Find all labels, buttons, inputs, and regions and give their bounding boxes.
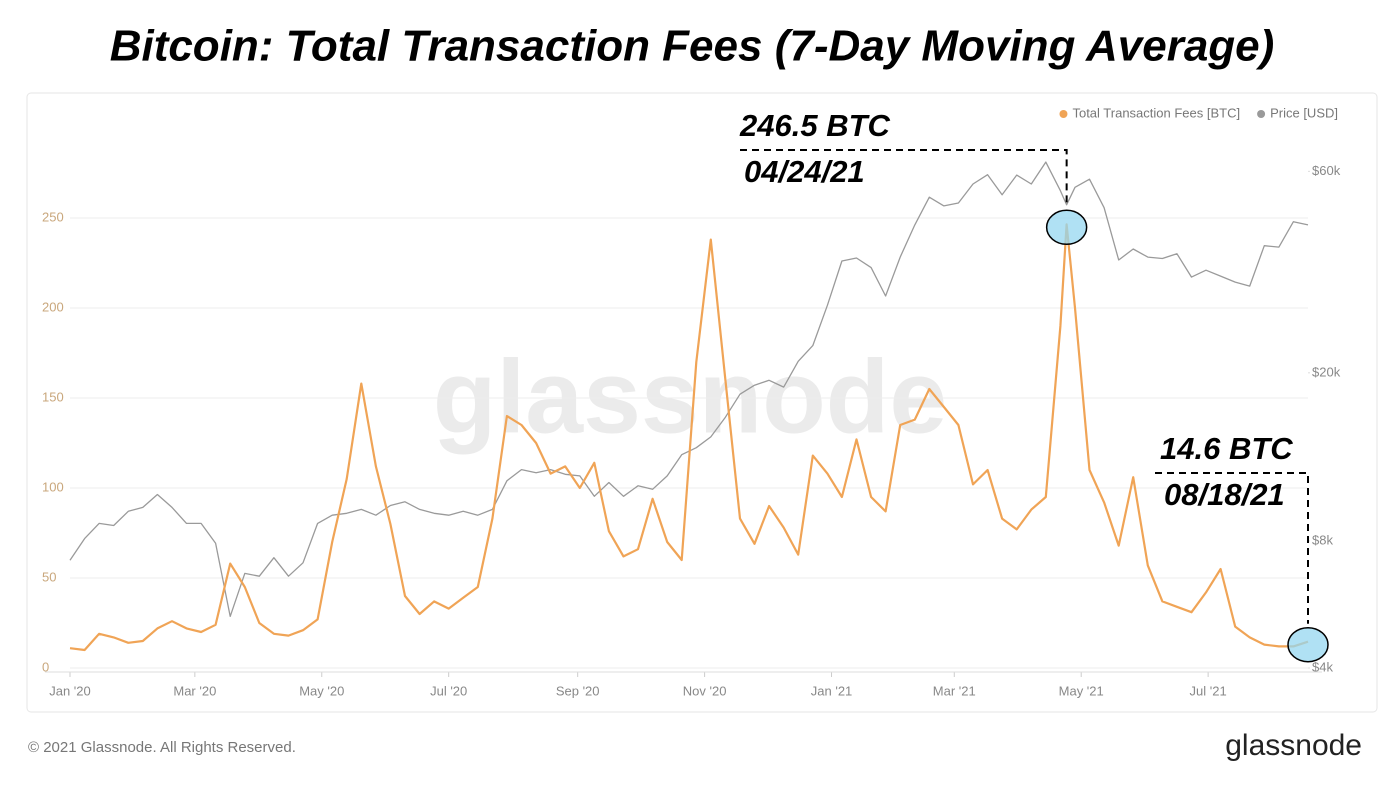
x-tick-label: Sep '20 [556, 683, 600, 698]
annotation-label: 246.5 BTC [739, 108, 891, 143]
footer: © 2021 Glassnode. All Rights Reserved. [28, 739, 296, 756]
x-tick-label: May '21 [1059, 683, 1104, 698]
annotation-date: 08/18/21 [1164, 477, 1285, 512]
legend-label: Total Transaction Fees [BTC] [1072, 105, 1240, 120]
y2-tick-label: $60k [1312, 163, 1341, 178]
chart-frame [26, 92, 1378, 713]
x-tick-label: Jul '21 [1190, 683, 1227, 698]
legend-label: Price [USD] [1270, 105, 1338, 120]
x-tick-label: Jan '20 [49, 683, 91, 698]
y-tick-label: 200 [42, 299, 64, 314]
x-tick-label: May '20 [299, 683, 344, 698]
x-tick-label: Mar '20 [173, 683, 216, 698]
x-tick-label: Jul '20 [430, 683, 467, 698]
annotation-leader [1155, 472, 1309, 624]
plot: 0 50 100 150 200 250 $4k $8k $20k $60k Jan '20 Mar … [42, 105, 1341, 698]
x-tick-label: Nov '20 [683, 683, 727, 698]
series-line [69, 223, 1309, 652]
y-tick-label: 50 [42, 569, 56, 584]
series-line [69, 161, 1309, 618]
x-tick-label: Jan '21 [811, 683, 853, 698]
legend-swatch [1059, 110, 1068, 118]
annotation-label: 14.6 BTC [1160, 431, 1293, 466]
annotation-date: 04/24/21 [744, 154, 865, 189]
y-tick-label: 250 [42, 209, 64, 224]
y-tick-label: 100 [42, 479, 64, 494]
y-tick-label: 0 [42, 659, 49, 674]
highlight-circle [1287, 626, 1329, 663]
y2-tick-label: $8k [1312, 532, 1333, 547]
highlight-circle [1045, 209, 1088, 246]
y2-tick-label: $20k [1312, 364, 1341, 379]
legend-swatch [1257, 110, 1266, 118]
y-tick-label: 150 [42, 389, 64, 404]
logo: glassnode [1225, 729, 1362, 762]
y2-tick-label: $4k [1312, 659, 1333, 674]
annotation-leader [740, 149, 1068, 207]
x-tick-label: Mar '21 [933, 683, 976, 698]
chart-title: Bitcoin: Total Transaction Fees (7-Day M… [110, 22, 1275, 71]
